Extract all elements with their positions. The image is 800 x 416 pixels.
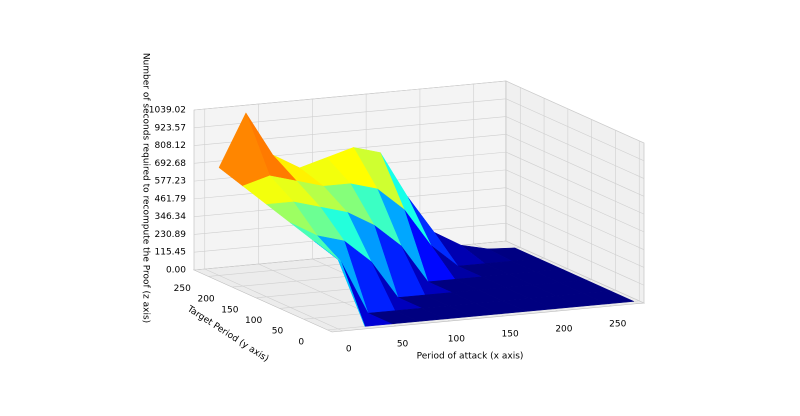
z-tick-label: 1039.02 xyxy=(149,106,186,116)
grid-line xyxy=(505,205,645,268)
y-tick-label: 150 xyxy=(221,305,238,315)
grid-line xyxy=(505,134,645,197)
y-tick-label: 0 xyxy=(298,337,304,347)
z-tick-label: 115.45 xyxy=(155,248,187,258)
grid-line xyxy=(505,116,645,179)
grid-line xyxy=(505,80,645,144)
grid-line xyxy=(204,268,343,332)
surface-face xyxy=(314,241,366,327)
grid-line xyxy=(505,240,645,304)
grid-line xyxy=(505,98,645,162)
x-tick-label: 250 xyxy=(609,320,626,330)
grid-line xyxy=(505,151,645,215)
z-tick-label: 461.79 xyxy=(155,194,187,204)
z-tick-label: 0.00 xyxy=(166,266,186,276)
y-tick-label: 200 xyxy=(197,295,214,305)
z-tick-label: 577.23 xyxy=(155,177,187,187)
grid-line xyxy=(505,222,645,286)
grid-line xyxy=(193,80,507,111)
z-tick-label: 692.68 xyxy=(155,159,187,169)
grid-line xyxy=(505,169,645,233)
z-tick-label: 808.12 xyxy=(155,141,187,151)
x-tick-label: 50 xyxy=(397,340,409,350)
x-tick-label: 0 xyxy=(346,345,352,355)
z-tick-label: 346.34 xyxy=(155,212,187,222)
z-tick-label: 230.89 xyxy=(155,230,187,240)
y-tick-label: 50 xyxy=(272,327,284,337)
y-tick-label: 250 xyxy=(174,284,191,294)
x-tick-label: 100 xyxy=(448,335,465,345)
x-tick-label: 150 xyxy=(502,330,519,340)
z-tick-label: 923.57 xyxy=(155,123,187,133)
grid-line xyxy=(505,187,645,250)
y-tick-label: 100 xyxy=(245,316,262,326)
x-tick-label: 200 xyxy=(555,325,572,335)
z-axis-label: Number of seconds required to recompute … xyxy=(141,53,151,323)
x-axis-label: Period of attack (x axis) xyxy=(417,352,524,362)
